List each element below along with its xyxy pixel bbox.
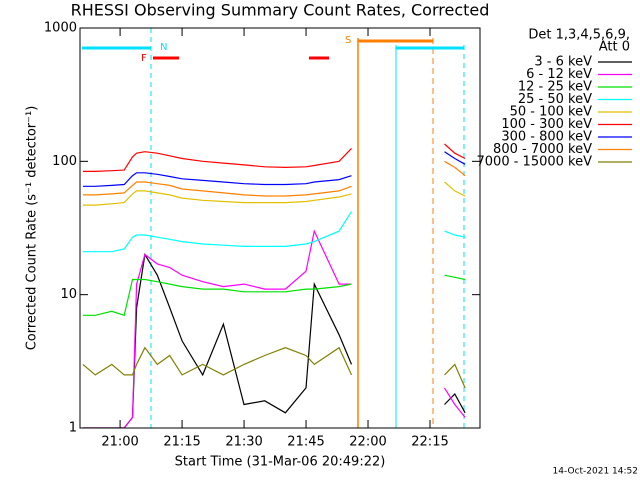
legend-label: 800 - 7000 keV [493, 142, 592, 157]
y-tick-label: 100 [52, 154, 77, 169]
series-line [82, 211, 466, 253]
flag-label: N [160, 42, 167, 53]
x-axis-label: Start Time (31-Mar-06 20:49:22) [175, 455, 386, 470]
footer: 14-Oct-2021 14:52 [553, 467, 638, 477]
x-tick-label: 21:45 [287, 435, 324, 450]
y-axis-label: Corrected Count Rate (s⁻¹ detector⁻¹) [25, 106, 40, 351]
series-line [82, 346, 466, 389]
series-line [82, 160, 466, 197]
legend-label: 7000 - 15000 keV [477, 155, 593, 170]
x-tick-label: 22:00 [349, 435, 386, 450]
legend-header: Det 1,3,4,5,6,9, [528, 28, 630, 43]
series-line [82, 252, 466, 428]
chart-title: RHESSI Observing Summary Count Rates, Co… [71, 1, 490, 20]
plot-area [82, 28, 466, 428]
legend-label: 100 - 300 keV [501, 117, 592, 132]
x-tick-label: 21:00 [101, 435, 138, 450]
legend-header: Att 0 [599, 40, 630, 55]
legend-label: 50 - 100 keV [510, 105, 593, 120]
series-line [82, 274, 466, 317]
series-line [82, 229, 466, 428]
legend-label: 300 - 800 keV [501, 130, 592, 145]
series-line [82, 181, 466, 206]
flag-label: S [345, 35, 351, 46]
x-tick-label: 21:15 [163, 435, 200, 450]
y-tick-label: 10 [60, 287, 77, 302]
y-tick-label: 1000 [44, 21, 77, 36]
x-tick-label: 22:15 [411, 435, 448, 450]
legend-label: 6 - 12 keV [526, 67, 592, 82]
series-line [82, 151, 466, 187]
y-tick-label: 1 [69, 421, 77, 436]
legend-label: 12 - 25 keV [518, 80, 592, 95]
legend-label: 3 - 6 keV [534, 55, 592, 70]
plot-frame [79, 27, 481, 429]
x-tick-label: 21:30 [225, 435, 262, 450]
flag-label: F [141, 53, 147, 64]
series-line [82, 143, 466, 172]
legend-label: 25 - 50 keV [518, 92, 592, 107]
